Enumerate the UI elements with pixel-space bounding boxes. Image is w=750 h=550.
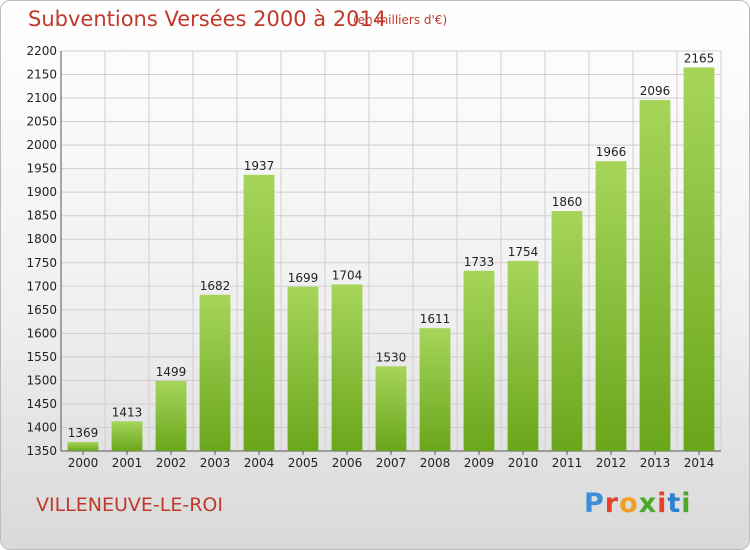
y-tick-label: 1650 — [26, 303, 57, 317]
x-tick-label-2007: 2007 — [376, 456, 407, 470]
y-tick-label: 2050 — [26, 115, 57, 129]
bar-2009 — [463, 270, 495, 451]
label-layer: 1369 1413 1499 1682 1937 1699 1704 1530 1611 1733… — [68, 51, 715, 440]
y-tick-label: 1600 — [26, 326, 57, 340]
x-tick-label-2013: 2013 — [640, 456, 671, 470]
y-tick-label: 1450 — [26, 397, 57, 411]
x-tick-label-2006: 2006 — [332, 456, 363, 470]
proxiti-logo: Proxiti — [584, 488, 692, 519]
x-tick-label-2008: 2008 — [420, 456, 451, 470]
bar-2001 — [111, 421, 143, 451]
data-label-2014: 2165 — [684, 51, 715, 65]
y-tick-label: 1850 — [26, 209, 57, 223]
data-label-2009: 1733 — [464, 255, 495, 269]
x-tick-label-2000: 2000 — [68, 456, 99, 470]
bar-2008 — [419, 328, 451, 451]
x-tick-label-2009: 2009 — [464, 456, 495, 470]
data-label-2006: 1704 — [332, 268, 363, 282]
x-tick-label-2001: 2001 — [112, 456, 143, 470]
x-tick-label-2002: 2002 — [156, 456, 187, 470]
bar-2014 — [683, 67, 715, 452]
chart-subtitle: (en milliers d'€) — [353, 13, 448, 27]
y-tick-label: 1350 — [26, 444, 57, 458]
x-tick-label-2004: 2004 — [244, 456, 275, 470]
y-tick-label: 1550 — [26, 350, 57, 364]
bar-2012 — [595, 161, 627, 451]
commune-name: VILLENEUVE-LE-ROI — [36, 494, 223, 516]
data-label-2002: 1499 — [156, 365, 187, 379]
data-label-2012: 1966 — [596, 145, 627, 159]
bar-2003 — [199, 294, 231, 451]
y-tick-label: 1400 — [26, 420, 57, 434]
data-label-2007: 1530 — [376, 350, 407, 364]
data-label-2013: 2096 — [640, 84, 671, 98]
data-label-2001: 1413 — [112, 405, 143, 419]
data-label-2003: 1682 — [200, 279, 231, 293]
bar-2006 — [331, 284, 363, 451]
x-tick-label-2014: 2014 — [684, 456, 715, 470]
y-tick-label: 1700 — [26, 279, 57, 293]
y-tick-label: 1750 — [26, 256, 57, 270]
bar-layer — [67, 67, 715, 452]
y-tick-label: 1800 — [26, 232, 57, 246]
bar-2004 — [243, 174, 275, 451]
bar-2005 — [287, 286, 319, 451]
x-tick-label-2011: 2011 — [552, 456, 583, 470]
bar-2002 — [155, 380, 187, 451]
bar-2011 — [551, 211, 583, 451]
y-tick-label: 1950 — [26, 162, 57, 176]
x-tick-label-2005: 2005 — [288, 456, 319, 470]
y-tick-label: 2150 — [26, 68, 57, 82]
x-tick-label-2010: 2010 — [508, 456, 539, 470]
data-label-2008: 1611 — [420, 312, 451, 326]
y-tick-label: 2000 — [26, 138, 57, 152]
bar-2000 — [67, 442, 99, 451]
bar-2010 — [507, 260, 539, 451]
chart-title: Subventions Versées 2000 à 2014 — [28, 7, 387, 31]
data-label-2000: 1369 — [68, 426, 99, 440]
data-label-2010: 1754 — [508, 245, 539, 259]
bar-2007 — [375, 366, 407, 451]
data-label-2004: 1937 — [244, 159, 275, 173]
data-label-2011: 1860 — [552, 195, 583, 209]
y-tick-label: 2100 — [26, 91, 57, 105]
x-tick-label-2003: 2003 — [200, 456, 231, 470]
x-tick-label-2012: 2012 — [596, 456, 627, 470]
y-tick-label: 1500 — [26, 373, 57, 387]
bar-2013 — [639, 99, 671, 452]
y-tick-label: 1900 — [26, 185, 57, 199]
y-tick-label: 2200 — [26, 44, 57, 58]
data-label-2005: 1699 — [288, 271, 319, 285]
